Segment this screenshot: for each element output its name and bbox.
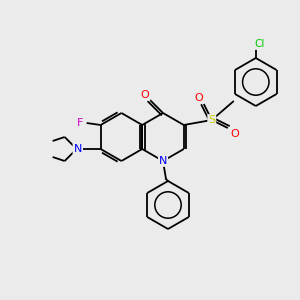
Text: O: O [230,129,239,139]
Text: O: O [194,93,203,103]
Text: N: N [159,156,167,166]
Text: N: N [74,144,82,154]
Text: S: S [208,115,215,125]
Text: Cl: Cl [255,39,265,49]
Text: F: F [76,118,83,128]
Text: O: O [141,90,149,100]
